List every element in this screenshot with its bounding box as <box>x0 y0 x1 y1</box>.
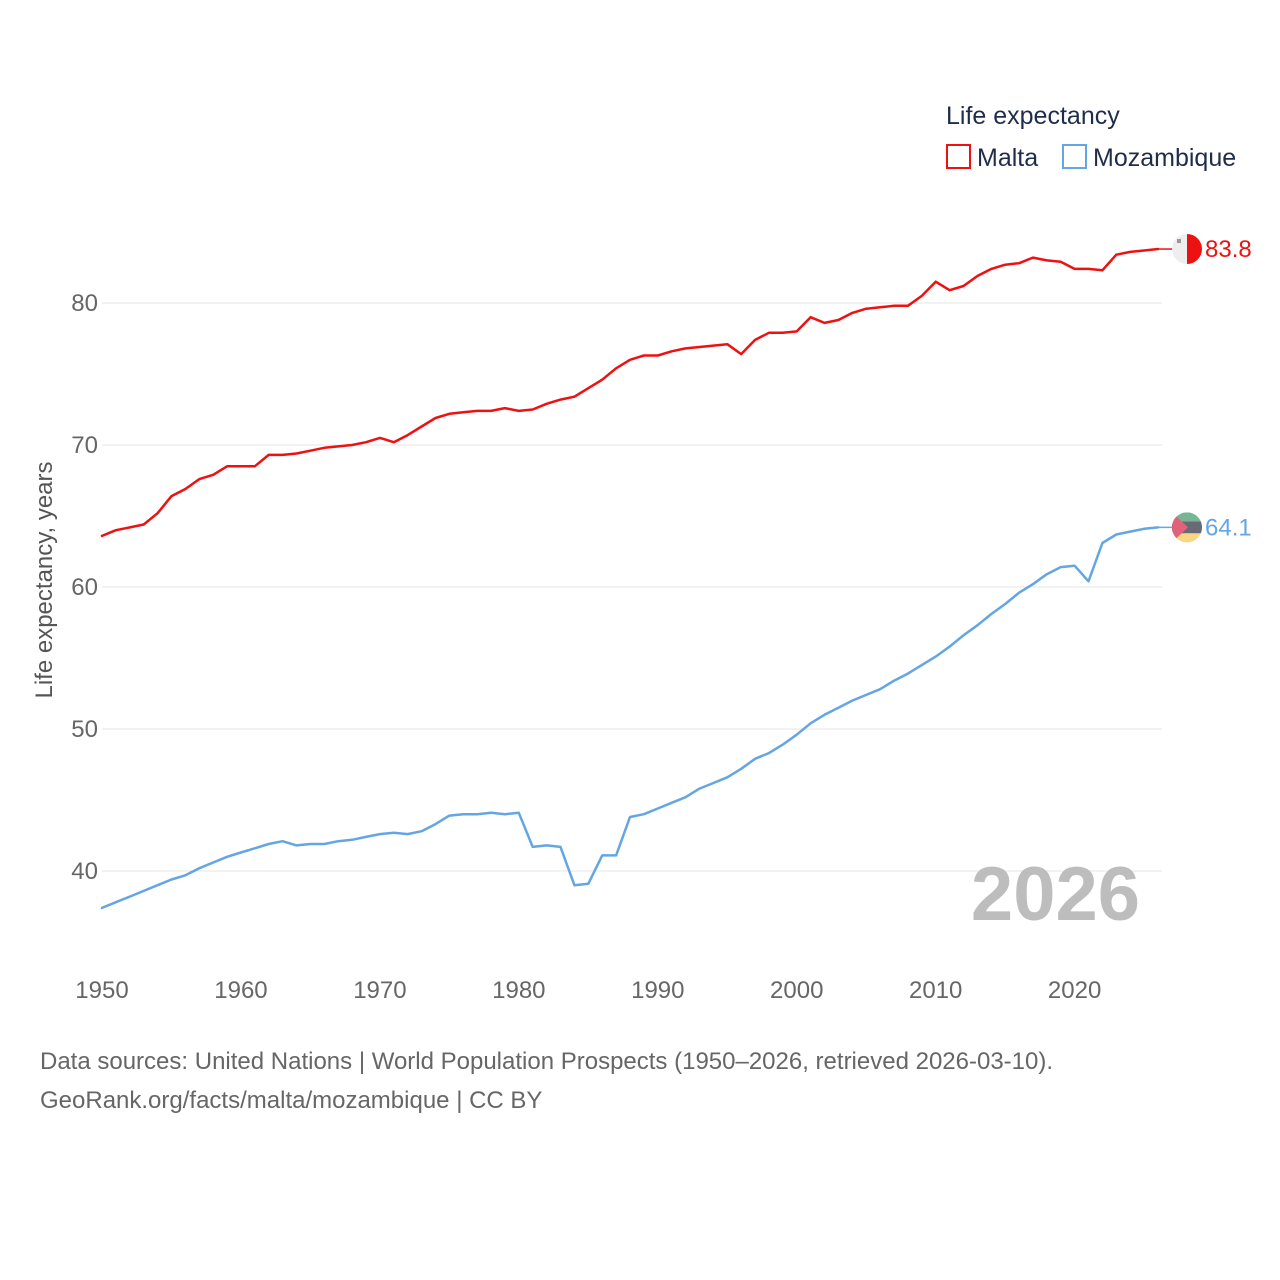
source-line-2: GeoRank.org/facts/malta/mozambique | CC … <box>40 1087 543 1114</box>
y-tick-label: 40 <box>71 858 98 885</box>
x-axis: 1950 1960 1970 1980 1990 2000 2010 2020 <box>75 977 1101 1004</box>
series-lines <box>100 247 1160 910</box>
y-tick-label: 50 <box>71 716 98 743</box>
y-axis: 40 50 60 70 80 <box>71 290 98 885</box>
x-tick-label: 2020 <box>1048 977 1101 1004</box>
end-markers: 83.8 64.1 <box>1158 234 1252 543</box>
y-tick-label: 60 <box>71 574 98 601</box>
current-year-watermark: 2026 <box>971 852 1140 937</box>
x-tick-label: 2010 <box>909 977 962 1004</box>
legend-label-mozambique[interactable]: Mozambique <box>1093 144 1236 172</box>
x-tick-label: 1970 <box>353 977 406 1004</box>
series-line-mozambique[interactable] <box>100 526 1160 910</box>
malta-flag-icon <box>1172 234 1202 265</box>
x-tick-label: 1980 <box>492 977 545 1004</box>
end-value-label-mozambique: 64.1 <box>1205 514 1252 541</box>
mozambique-flag-icon <box>1172 512 1202 543</box>
source-line-1: Data sources: United Nations | World Pop… <box>40 1048 1054 1075</box>
x-tick-label: 1960 <box>214 977 267 1004</box>
x-tick-label: 2000 <box>770 977 823 1004</box>
legend-swatch-mozambique[interactable] <box>1062 144 1087 169</box>
legend: Life expectancy Malta Mozambique <box>946 102 1236 172</box>
legend-swatch-malta[interactable] <box>946 144 971 169</box>
y-axis-title: Life expectancy, years <box>31 461 58 698</box>
end-value-label-malta: 83.8 <box>1205 236 1252 263</box>
source-note: Data sources: United Nations | World Pop… <box>40 1042 1240 1120</box>
series-line-malta[interactable] <box>100 247 1160 538</box>
legend-label-malta[interactable]: Malta <box>977 144 1038 172</box>
x-tick-label: 1990 <box>631 977 684 1004</box>
legend-title: Life expectancy <box>946 102 1120 130</box>
gridlines <box>102 302 1162 872</box>
y-tick-label: 70 <box>71 432 98 459</box>
y-tick-label: 80 <box>71 290 98 317</box>
x-tick-label: 1950 <box>75 977 128 1004</box>
